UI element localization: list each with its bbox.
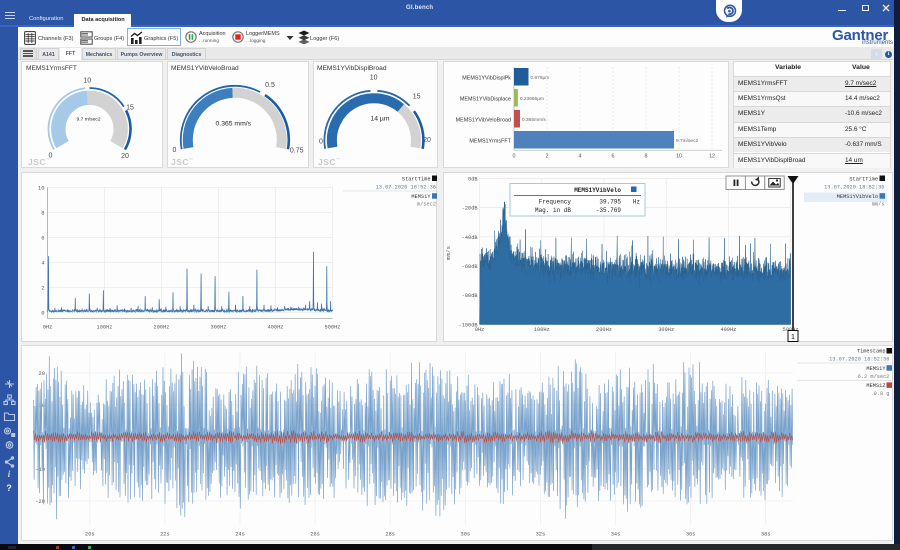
svg-text:32s: 32s: [536, 532, 546, 538]
svg-text:9.7 m/sec2: 9.7 m/sec2: [77, 117, 101, 123]
svg-text:400Hz: 400Hz: [720, 327, 736, 333]
svg-text:20: 20: [423, 137, 431, 144]
svg-text:1: 1: [791, 332, 795, 341]
svg-text:4: 4: [41, 259, 45, 266]
svg-text:9.7m/sec2: 9.7m/sec2: [676, 138, 698, 144]
svg-text:200Hz: 200Hz: [596, 327, 612, 333]
svg-text:Mag. in dB: Mag. in dB: [535, 207, 571, 214]
svg-text:MEMS1YrmsFFT: MEMS1YrmsFFT: [469, 139, 511, 145]
svg-text:-40dB: -40dB: [462, 235, 478, 241]
svg-text:0: 0: [513, 154, 516, 160]
svg-text:36s: 36s: [686, 532, 696, 538]
svg-text:MEMS1Z: MEMS1Z: [866, 383, 885, 389]
svg-text:MEMS1Y: MEMS1Y: [411, 194, 431, 200]
svg-text:-100dB: -100dB: [459, 322, 478, 328]
svg-text:34s: 34s: [611, 532, 621, 538]
svg-text:100Hz: 100Hz: [97, 325, 113, 331]
svg-text:6: 6: [41, 234, 44, 241]
svg-text:13.07.2020 18:52:36: 13.07.2020 18:52:36: [824, 184, 884, 190]
svg-text:300Hz: 300Hz: [658, 327, 674, 333]
svg-text:28s: 28s: [385, 532, 395, 538]
svg-text:10: 10: [83, 78, 91, 85]
svg-text:6: 6: [612, 154, 615, 160]
svg-text:2: 2: [41, 284, 44, 291]
svg-text:12: 12: [709, 154, 715, 160]
svg-text:-10: -10: [35, 466, 45, 473]
svg-text:0: 0: [172, 147, 176, 154]
svg-text:400Hz: 400Hz: [268, 325, 284, 331]
svg-text:0: 0: [49, 153, 53, 160]
svg-text:MEMS1YVibVelo: MEMS1YVibVelo: [837, 194, 878, 200]
svg-text:-20: -20: [35, 498, 45, 505]
svg-text:26s: 26s: [310, 532, 320, 538]
svg-text:0.5: 0.5: [265, 82, 275, 89]
svg-text:0.365 mm/s: 0.365 mm/s: [216, 121, 252, 128]
svg-text:MEMS1YVibDisplPk: MEMS1YVibDisplPk: [462, 76, 511, 82]
svg-text:38s: 38s: [761, 532, 771, 538]
svg-text:0.75: 0.75: [290, 148, 304, 155]
svg-text:6.2 m/sec2: 6.2 m/sec2: [858, 374, 890, 380]
svg-text:MEMS1YVibDisplace: MEMS1YVibDisplace: [460, 97, 511, 103]
svg-text:0: 0: [319, 139, 323, 146]
svg-text:mm/s: mm/s: [872, 202, 885, 208]
svg-text:i: i: [8, 469, 11, 479]
svg-text:0.365mm/s: 0.365mm/s: [522, 117, 546, 123]
svg-text:0Hz: 0Hz: [43, 325, 53, 331]
svg-text:10: 10: [38, 184, 45, 191]
svg-text:MEMS1YVibVeloBroad: MEMS1YVibVeloBroad: [456, 118, 511, 124]
svg-text:0: 0: [41, 309, 44, 316]
svg-text:Hz: Hz: [633, 199, 641, 206]
svg-text:0Hz: 0Hz: [475, 327, 485, 333]
svg-text:100Hz: 100Hz: [534, 327, 550, 333]
svg-text:22s: 22s: [160, 532, 170, 538]
svg-text:10: 10: [676, 154, 682, 160]
svg-text:39.795: 39.795: [599, 199, 621, 206]
svg-text:-80dB: -80dB: [462, 293, 478, 299]
svg-text:8: 8: [41, 209, 44, 216]
svg-text:m/sec2: m/sec2: [417, 202, 436, 208]
svg-text:Timestamp: Timestamp: [857, 349, 886, 355]
svg-text:StartTime: StartTime: [849, 176, 878, 182]
svg-text:300Hz: 300Hz: [211, 325, 227, 331]
svg-text:13.07.2020 18:52:36: 13.07.2020 18:52:36: [376, 184, 436, 190]
svg-text:500Hz: 500Hz: [325, 325, 341, 331]
svg-text:-35.769: -35.769: [596, 207, 622, 214]
svg-text:0.8 g: 0.8 g: [874, 391, 890, 397]
svg-text:20: 20: [121, 153, 129, 160]
svg-text:-60dB: -60dB: [462, 264, 478, 270]
svg-text:20s: 20s: [85, 532, 95, 538]
svg-text:20: 20: [38, 370, 45, 377]
svg-text:2: 2: [546, 154, 549, 160]
svg-text:30s: 30s: [461, 532, 471, 538]
svg-text:14 µm: 14 µm: [370, 116, 389, 123]
svg-text:4: 4: [579, 154, 582, 160]
svg-text:0.879µm: 0.879µm: [531, 75, 550, 81]
svg-text:10: 10: [370, 75, 378, 82]
svg-text:Frequency: Frequency: [539, 199, 572, 206]
svg-text:StartTime: StartTime: [402, 176, 431, 182]
svg-text:MEMS1Y: MEMS1Y: [866, 366, 886, 372]
svg-text:0dB: 0dB: [468, 176, 478, 182]
svg-text:13.07.2020 18:52:36: 13.07.2020 18:52:36: [829, 357, 889, 363]
svg-text:15: 15: [413, 94, 421, 101]
svg-text:0.23656µm: 0.23656µm: [520, 96, 544, 102]
svg-text:200Hz: 200Hz: [154, 325, 170, 331]
svg-text:8: 8: [645, 154, 648, 160]
svg-text:mm/s: mm/s: [445, 246, 452, 260]
svg-text:15: 15: [126, 105, 134, 112]
svg-text:24s: 24s: [235, 532, 245, 538]
svg-text:-20dB: -20dB: [462, 206, 478, 212]
svg-text:MEMS1YVibVelo: MEMS1YVibVelo: [574, 187, 621, 194]
